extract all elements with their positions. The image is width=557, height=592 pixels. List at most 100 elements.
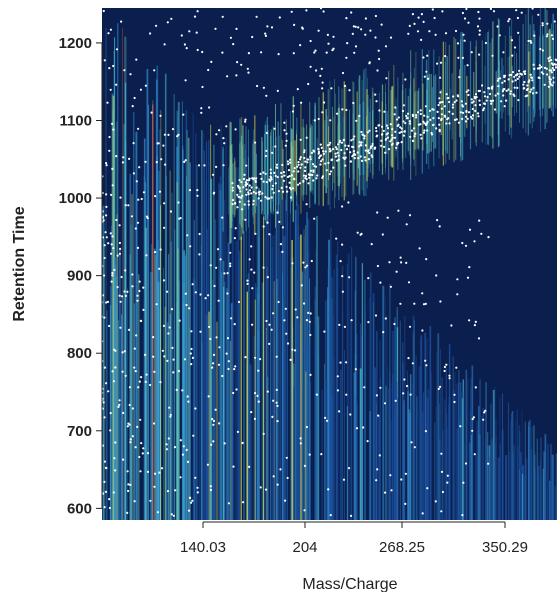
feature-point bbox=[341, 71, 345, 75]
feature-point bbox=[390, 138, 393, 141]
feature-point bbox=[422, 131, 425, 134]
feature-point bbox=[319, 160, 323, 163]
feature-point bbox=[436, 219, 439, 222]
feature-point bbox=[236, 206, 239, 209]
feature-point bbox=[182, 113, 185, 116]
feature-point bbox=[122, 411, 125, 415]
feature-point bbox=[244, 218, 247, 221]
feature-point bbox=[503, 80, 506, 83]
feature-point bbox=[420, 13, 423, 16]
feature-point bbox=[283, 121, 286, 124]
feature-point bbox=[345, 361, 348, 364]
feature-point bbox=[279, 468, 282, 471]
feature-point bbox=[270, 328, 273, 331]
feature-point bbox=[303, 156, 306, 160]
feature-point bbox=[113, 268, 116, 272]
feature-point bbox=[212, 353, 216, 356]
feature-point bbox=[482, 107, 486, 110]
feature-point bbox=[529, 73, 532, 76]
feature-point bbox=[218, 129, 221, 132]
feature-point bbox=[135, 180, 138, 183]
feature-point bbox=[265, 149, 268, 152]
feature-point bbox=[119, 300, 122, 303]
feature-point bbox=[227, 367, 230, 371]
feature-point bbox=[221, 51, 224, 54]
feature-point bbox=[129, 441, 132, 444]
feature-point bbox=[131, 435, 134, 438]
feature-point bbox=[303, 302, 306, 305]
feature-point bbox=[301, 26, 304, 29]
feature-point bbox=[461, 104, 464, 107]
feature-point bbox=[402, 120, 405, 123]
feature-point bbox=[462, 481, 465, 484]
feature-point bbox=[360, 159, 364, 162]
feature-point bbox=[505, 89, 508, 92]
feature-point bbox=[170, 513, 173, 516]
feature-point bbox=[126, 511, 129, 514]
feature-point bbox=[207, 395, 210, 398]
feature-point bbox=[520, 73, 523, 76]
feature-point bbox=[169, 413, 172, 416]
feature-point bbox=[102, 492, 105, 495]
feature-point bbox=[105, 214, 108, 217]
feature-point bbox=[254, 192, 258, 195]
feature-point bbox=[247, 191, 250, 194]
feature-point bbox=[478, 219, 481, 222]
feature-point bbox=[154, 472, 157, 475]
feature-point bbox=[438, 123, 441, 126]
feature-point bbox=[309, 155, 312, 158]
feature-point bbox=[264, 34, 267, 38]
feature-point bbox=[364, 17, 367, 20]
feature-point bbox=[370, 243, 373, 246]
feature-point bbox=[550, 69, 553, 72]
feature-point bbox=[187, 400, 190, 403]
feature-point bbox=[211, 366, 214, 369]
feature-point bbox=[124, 269, 127, 272]
feature-point bbox=[326, 419, 329, 422]
feature-point bbox=[370, 154, 373, 157]
feature-point bbox=[251, 35, 254, 39]
feature-point bbox=[322, 10, 325, 13]
feature-point bbox=[387, 148, 391, 151]
feature-point bbox=[142, 286, 145, 289]
feature-point bbox=[477, 337, 481, 340]
feature-point bbox=[138, 289, 141, 293]
feature-point bbox=[246, 279, 249, 282]
feature-point bbox=[394, 130, 397, 133]
feature-point bbox=[310, 151, 313, 154]
feature-point bbox=[459, 425, 462, 428]
feature-point bbox=[395, 146, 398, 149]
feature-point bbox=[448, 374, 451, 377]
feature-point bbox=[313, 51, 316, 54]
feature-point bbox=[500, 100, 503, 103]
feature-point bbox=[320, 453, 323, 456]
feature-point bbox=[438, 128, 441, 131]
feature-point bbox=[380, 23, 383, 26]
feature-point bbox=[354, 368, 357, 371]
feature-point bbox=[119, 196, 122, 199]
feature-point bbox=[285, 332, 288, 335]
feature-point bbox=[350, 139, 353, 142]
feature-point bbox=[334, 152, 337, 155]
feature-point bbox=[138, 455, 141, 459]
feature-point bbox=[155, 303, 158, 306]
feature-point bbox=[444, 32, 448, 35]
feature-point bbox=[103, 506, 106, 509]
feature-point bbox=[229, 251, 232, 254]
feature-point bbox=[162, 279, 165, 282]
feature-point bbox=[236, 61, 239, 64]
feature-point bbox=[404, 78, 407, 81]
feature-point bbox=[109, 88, 112, 91]
feature-point bbox=[537, 13, 540, 16]
feature-point bbox=[138, 380, 141, 383]
feature-point bbox=[248, 184, 251, 187]
feature-point bbox=[343, 152, 346, 155]
feature-point bbox=[105, 236, 108, 239]
feature-point bbox=[447, 96, 450, 100]
feature-point bbox=[165, 443, 168, 446]
feature-point bbox=[315, 177, 318, 180]
feature-point bbox=[366, 150, 370, 153]
feature-point bbox=[245, 179, 249, 182]
feature-point bbox=[342, 139, 345, 142]
feature-point bbox=[120, 275, 123, 279]
